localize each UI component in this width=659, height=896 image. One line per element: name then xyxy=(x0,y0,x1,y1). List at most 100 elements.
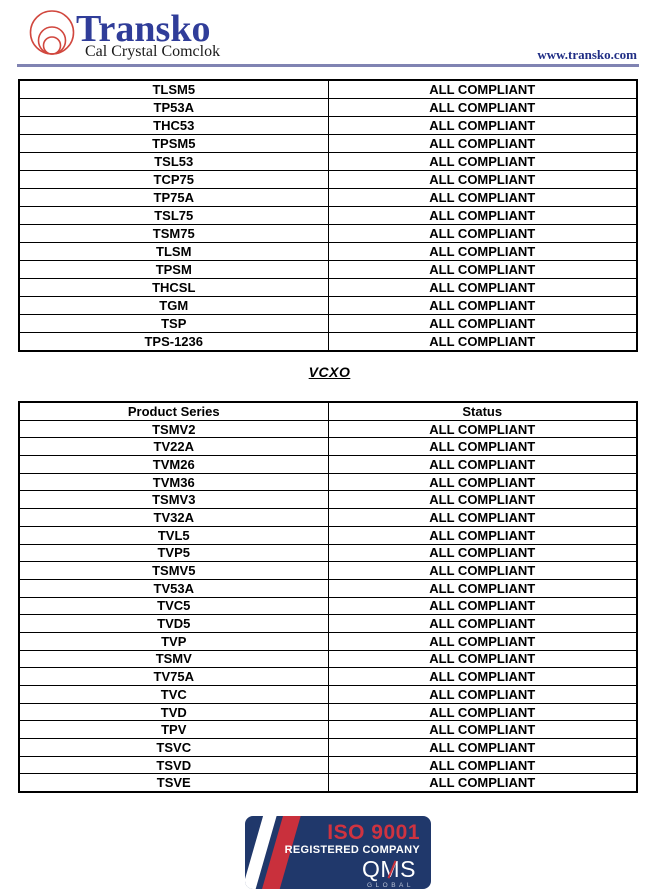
product-series-cell: TSM75 xyxy=(18,224,329,243)
qms-logo-subtext: GLOBAL xyxy=(366,881,414,889)
table-row: THC53 ALL COMPLIANT xyxy=(18,116,638,135)
product-series-cell: TPV xyxy=(18,720,329,740)
status-cell: ALL COMPLIANT xyxy=(327,242,638,261)
table-row: TPSM ALL COMPLIANT xyxy=(18,260,638,279)
product-series-cell: TVC5 xyxy=(18,596,329,616)
status-cell: ALL COMPLIANT xyxy=(327,224,638,243)
product-series-cell: TVL5 xyxy=(18,525,329,545)
status-cell: ALL COMPLIANT xyxy=(327,685,638,704)
product-series-cell: TP53A xyxy=(18,98,329,117)
table-row: TV53A ALL COMPLIANT xyxy=(18,578,638,598)
status-cell: ALL COMPLIANT xyxy=(327,206,638,225)
status-cell: ALL COMPLIANT xyxy=(327,455,638,474)
product-series-cell: TSVE xyxy=(18,773,329,793)
status-cell: ALL COMPLIANT xyxy=(327,738,638,757)
table-row: TLSM5 ALL COMPLIANT xyxy=(18,79,638,99)
iso-9001-badge: ISO 9001 REGISTERED COMPANY QMS GLOBAL xyxy=(245,816,431,889)
status-cell: ALL COMPLIANT xyxy=(327,437,638,457)
header-row: Product Series Status xyxy=(18,401,638,421)
product-series-cell: THCSL xyxy=(18,278,329,297)
product-series-cell: TV53A xyxy=(18,578,329,598)
status-cell: ALL COMPLIANT xyxy=(327,720,638,740)
status-cell: ALL COMPLIANT xyxy=(327,296,638,315)
status-cell: ALL COMPLIANT xyxy=(327,596,638,616)
status-cell: ALL COMPLIANT xyxy=(327,332,638,352)
table-row: TVP5 ALL COMPLIANT xyxy=(18,543,638,563)
status-cell: ALL COMPLIANT xyxy=(327,116,638,135)
vcxo-compliance-table: Product Series Status TSMV2 ALL COMPLIANT TV… xyxy=(18,401,638,794)
table-row: TV22A ALL COMPLIANT xyxy=(18,437,638,457)
table-row: TSM75 ALL COMPLIANT xyxy=(18,224,638,243)
table-row: TLSM ALL COMPLIANT xyxy=(18,242,638,261)
table-row: TSMV2 ALL COMPLIANT xyxy=(18,419,638,439)
product-series-cell: TSVC xyxy=(18,738,329,757)
product-series-cell: TCP75 xyxy=(18,170,329,189)
qms-global-logo: QMS GLOBAL xyxy=(360,856,418,889)
product-series-cell: TV32A xyxy=(18,508,329,527)
status-cell: ALL COMPLIANT xyxy=(327,525,638,545)
table-row: TP53A ALL COMPLIANT xyxy=(18,98,638,117)
status-cell: ALL COMPLIANT xyxy=(327,755,638,775)
product-series-cell: TSMV xyxy=(18,649,329,669)
table-row: TVD5 ALL COMPLIANT xyxy=(18,614,638,633)
website-link[interactable]: www.transko.com xyxy=(537,47,637,62)
product-series-cell: TVP xyxy=(18,631,329,651)
product-series-cell: TVM36 xyxy=(18,472,329,492)
table-row: TVL5 ALL COMPLIANT xyxy=(18,525,638,545)
product-series-cell: TV75A xyxy=(18,667,329,686)
table-row: TVM26 ALL COMPLIANT xyxy=(18,455,638,474)
product-series-cell: TSP xyxy=(18,314,329,333)
product-series-cell: TPSM xyxy=(18,260,329,279)
brand-tagline: Cal Crystal Comclok xyxy=(85,43,221,60)
table-row: TVP ALL COMPLIANT xyxy=(18,631,638,651)
table-row: TVC ALL COMPLIANT xyxy=(18,685,638,704)
qms-logo-text: QMS xyxy=(362,856,416,883)
table-row: TV32A ALL COMPLIANT xyxy=(18,508,638,527)
table-row: TSMV5 ALL COMPLIANT xyxy=(18,561,638,580)
column-header: Product Series xyxy=(18,401,329,421)
product-series-cell: TP75A xyxy=(18,188,329,207)
product-series-cell: TSL75 xyxy=(18,206,329,225)
table-row: TSL53 ALL COMPLIANT xyxy=(18,152,638,171)
status-cell: ALL COMPLIANT xyxy=(327,314,638,333)
product-series-cell: TSVD xyxy=(18,755,329,775)
status-cell: ALL COMPLIANT xyxy=(327,773,638,793)
status-cell: ALL COMPLIANT xyxy=(327,134,638,153)
badge-content: ISO 9001 REGISTERED COMPANY QMS GLOBAL xyxy=(285,821,420,889)
product-series-cell: TGM xyxy=(18,296,329,315)
status-cell: ALL COMPLIANT xyxy=(327,260,638,279)
table-row: TSL75 ALL COMPLIANT xyxy=(18,206,638,225)
table-row: TPV ALL COMPLIANT xyxy=(18,720,638,740)
product-series-cell: TVD xyxy=(18,702,329,722)
status-cell: ALL COMPLIANT xyxy=(327,561,638,580)
product-series-cell: TV22A xyxy=(18,437,329,457)
status-cell: ALL COMPLIANT xyxy=(327,508,638,527)
product-series-cell: TPS-1236 xyxy=(18,332,329,352)
product-series-cell: TVM26 xyxy=(18,455,329,474)
table-row: TV75A ALL COMPLIANT xyxy=(18,667,638,686)
status-cell: ALL COMPLIANT xyxy=(327,490,638,510)
status-cell: ALL COMPLIANT xyxy=(327,419,638,439)
header-divider xyxy=(17,64,639,67)
product-series-cell: TSL53 xyxy=(18,152,329,171)
table-row: TSVD ALL COMPLIANT xyxy=(18,755,638,775)
table-row: TVM36 ALL COMPLIANT xyxy=(18,472,638,492)
table-row: TVD ALL COMPLIANT xyxy=(18,702,638,722)
table-row: TSVE ALL COMPLIANT xyxy=(18,773,638,793)
table-row: TPS-1236 ALL COMPLIANT xyxy=(18,332,638,352)
table-row: TSP ALL COMPLIANT xyxy=(18,314,638,333)
table-row: TGM ALL COMPLIANT xyxy=(18,296,638,315)
product-series-cell: TLSM xyxy=(18,242,329,261)
status-cell: ALL COMPLIANT xyxy=(327,152,638,171)
crystal-compliance-table: TLSM5 ALL COMPLIANT TP53A ALL COMPLIANT THC5… xyxy=(18,79,638,352)
status-cell: ALL COMPLIANT xyxy=(327,543,638,563)
status-cell: ALL COMPLIANT xyxy=(327,578,638,598)
table-row: THCSL ALL COMPLIANT xyxy=(18,278,638,297)
product-series-cell: TVD5 xyxy=(18,614,329,633)
product-series-cell: TSMV3 xyxy=(18,490,329,510)
section-heading-container: VCXO xyxy=(0,364,659,382)
product-series-cell: TVC xyxy=(18,685,329,704)
table-row: TVC5 ALL COMPLIANT xyxy=(18,596,638,616)
status-cell: ALL COMPLIANT xyxy=(327,649,638,669)
status-cell: ALL COMPLIANT xyxy=(327,98,638,117)
